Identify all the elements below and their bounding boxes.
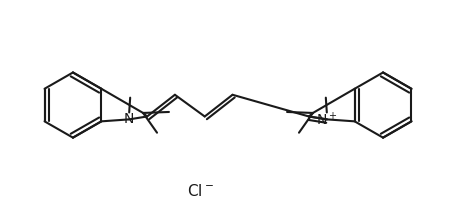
- Text: Cl$^-$: Cl$^-$: [186, 183, 213, 199]
- Text: N: N: [124, 112, 134, 126]
- Text: N$^+$: N$^+$: [315, 111, 337, 128]
